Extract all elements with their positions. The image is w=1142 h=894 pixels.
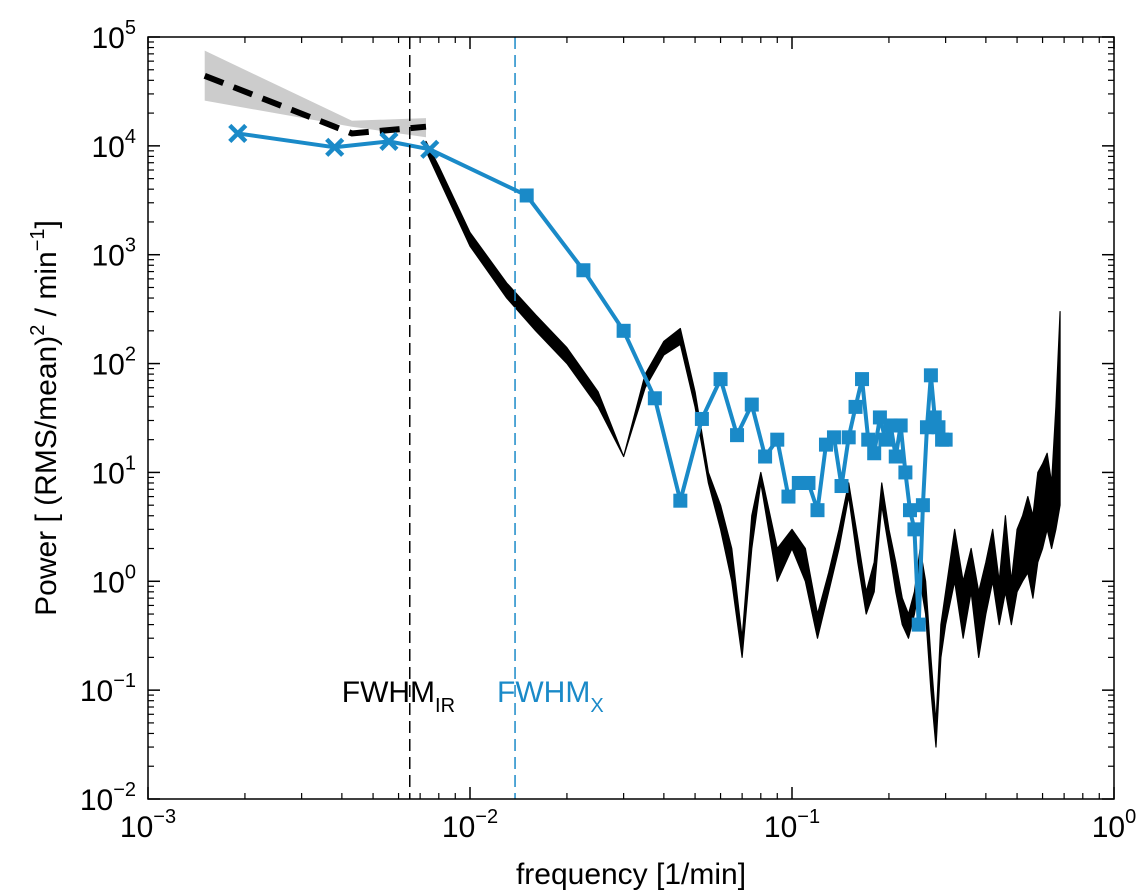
xray-square-marker (861, 432, 876, 447)
xray-square-marker (902, 503, 917, 518)
fwhm-label: FWHMIR (342, 676, 455, 717)
x-tick-label-exponent: −3 (153, 806, 176, 828)
xray-square-marker (848, 399, 863, 414)
y-axis-label-sup2: −1 (27, 228, 49, 251)
xray-square-marker (781, 489, 796, 504)
fwhm-label-text: FWHM (497, 676, 590, 709)
x-tick-label: 10−2 (442, 806, 498, 844)
xray-square-marker (898, 465, 913, 480)
x-tick-label-exponent: −1 (797, 806, 820, 828)
xray-square-marker (888, 449, 903, 464)
xray-square-marker (694, 411, 709, 426)
xray-power-spectrum-line (428, 147, 946, 627)
x-tick-label: 10−3 (120, 806, 176, 844)
x-tick-label: 100 (1092, 806, 1137, 844)
y-tick-label: 10−1 (80, 670, 136, 708)
xray-square-marker (867, 446, 882, 461)
xray-square-marker (744, 397, 759, 412)
xray-square-marker (938, 432, 953, 447)
y-tick-label-base: 10 (92, 240, 125, 273)
xray-cross-marker (379, 131, 399, 151)
xray-square-marker (770, 432, 785, 447)
xray-square-marker (915, 498, 930, 513)
x-tick-label-exponent: −2 (475, 806, 498, 828)
xray-square-marker (801, 475, 816, 490)
plot-frame (147, 36, 1115, 800)
ir-power-spectrum-band (425, 140, 1061, 748)
fwhm-label-text: FWHM (342, 676, 435, 709)
y-tick-label-base: 10 (80, 784, 113, 817)
xray-square-marker (826, 430, 841, 445)
y-axis-label-prefix: Power [ (RMS/mean) (30, 336, 63, 616)
xray-square-marker (673, 493, 688, 508)
y-tick-label: 103 (92, 235, 137, 273)
y-tick-label-exponent: −2 (113, 779, 136, 801)
x-tick-label: 10−1 (764, 806, 820, 844)
y-tick-label-exponent: 0 (125, 561, 136, 583)
xray-square-marker (576, 263, 591, 278)
y-tick-label-exponent: 2 (125, 344, 136, 366)
y-axis-label: Power [ (RMS/mean)2 / min−1] (27, 220, 63, 616)
y-tick-label-exponent: 3 (125, 235, 136, 257)
xray-square-marker (907, 522, 922, 537)
y-tick-label: 105 (92, 17, 137, 55)
y-tick-label-base: 10 (92, 131, 125, 164)
y-tick-label-exponent: 5 (125, 17, 136, 39)
y-axis-label-suffix: ] (30, 220, 63, 228)
y-tick-label-base: 10 (80, 675, 113, 708)
y-tick-label: 104 (92, 126, 137, 164)
xray-square-marker (841, 430, 856, 445)
y-tick-label-exponent: 4 (125, 126, 136, 148)
xray-square-marker (893, 418, 908, 433)
y-axis-label-middle: / min (30, 251, 63, 324)
x-tick-label-base: 10 (120, 811, 153, 844)
xray-square-marker (931, 420, 946, 435)
xray-square-marker (834, 479, 849, 494)
x-tick-label-base: 10 (1092, 811, 1125, 844)
xray-square-marker (923, 368, 938, 383)
y-tick-label-base: 10 (92, 22, 125, 55)
xray-square-marker (872, 410, 887, 425)
xray-cross-marker (228, 123, 248, 144)
fwhm-label-subscript: X (590, 695, 603, 717)
y-tick-label: 10−2 (80, 779, 136, 817)
x-axis-label: frequency [1/min] (516, 858, 746, 891)
fwhm-label-subscript: IR (435, 695, 455, 717)
y-tick-label-exponent: 1 (125, 452, 136, 474)
xray-square-marker (878, 432, 893, 447)
x-tick-label-base: 10 (442, 811, 475, 844)
xray-square-marker (758, 449, 773, 464)
y-tick-label-base: 10 (92, 566, 125, 599)
plot-background (148, 37, 1114, 799)
xray-square-marker (616, 323, 631, 338)
y-tick-label: 100 (92, 561, 137, 599)
y-tick-label-base: 10 (92, 457, 125, 490)
xray-square-marker (647, 391, 662, 406)
y-axis-label-sup1: 2 (27, 325, 49, 336)
y-tick-label-exponent: −1 (113, 670, 136, 692)
y-tick-label: 101 (92, 452, 137, 490)
xray-square-marker (810, 503, 825, 518)
dashed-series-low-freq (203, 73, 427, 137)
xray-cross-marker (420, 139, 440, 159)
xray-square-marker (911, 617, 926, 632)
xray-square-marker (519, 188, 534, 203)
xray-square-marker (713, 372, 728, 387)
xray-cross-marker (325, 137, 345, 157)
y-tick-label-base: 10 (92, 349, 125, 382)
xray-square-marker (855, 372, 870, 387)
x-tick-label-exponent: 0 (1125, 806, 1136, 828)
x-tick-label-base: 10 (764, 811, 797, 844)
xray-square-marker (730, 428, 745, 443)
fwhm-label: FWHMX (497, 676, 604, 717)
y-tick-label: 102 (92, 344, 137, 382)
